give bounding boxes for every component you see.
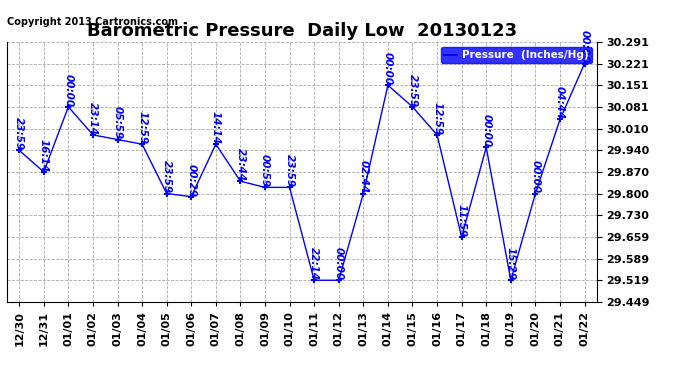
Text: 15:29: 15:29: [506, 247, 516, 280]
Text: 23:59: 23:59: [408, 74, 417, 107]
Text: 23:44: 23:44: [235, 148, 246, 181]
Text: 00:29: 00:29: [186, 164, 196, 196]
Text: 00:00: 00:00: [580, 30, 589, 64]
Text: 00:00: 00:00: [383, 52, 393, 85]
Text: 05:59: 05:59: [112, 106, 123, 140]
Text: 16:14: 16:14: [39, 139, 49, 172]
Text: 23:59: 23:59: [284, 154, 295, 188]
Text: Copyright 2013 Cartronics.com: Copyright 2013 Cartronics.com: [7, 17, 178, 27]
Text: 23:59: 23:59: [14, 117, 24, 150]
Text: 00:59: 00:59: [260, 154, 270, 188]
Text: 00:00: 00:00: [481, 114, 491, 147]
Text: 12:59: 12:59: [432, 102, 442, 135]
Text: 00:00: 00:00: [531, 160, 540, 194]
Text: 23:14: 23:14: [88, 102, 98, 135]
Legend: Pressure  (Inches/Hg): Pressure (Inches/Hg): [441, 47, 591, 63]
Text: 02:44: 02:44: [358, 160, 368, 194]
Title: Barometric Pressure  Daily Low  20130123: Barometric Pressure Daily Low 20130123: [87, 22, 517, 40]
Text: 12:59: 12:59: [137, 111, 147, 144]
Text: 04:44: 04:44: [555, 86, 565, 120]
Text: 14:14: 14:14: [211, 111, 221, 144]
Text: 23:59: 23:59: [161, 160, 172, 194]
Text: 00:00: 00:00: [334, 247, 344, 280]
Text: 00:00: 00:00: [63, 74, 73, 107]
Text: 22:14: 22:14: [309, 247, 319, 280]
Text: 11:59: 11:59: [457, 204, 466, 237]
